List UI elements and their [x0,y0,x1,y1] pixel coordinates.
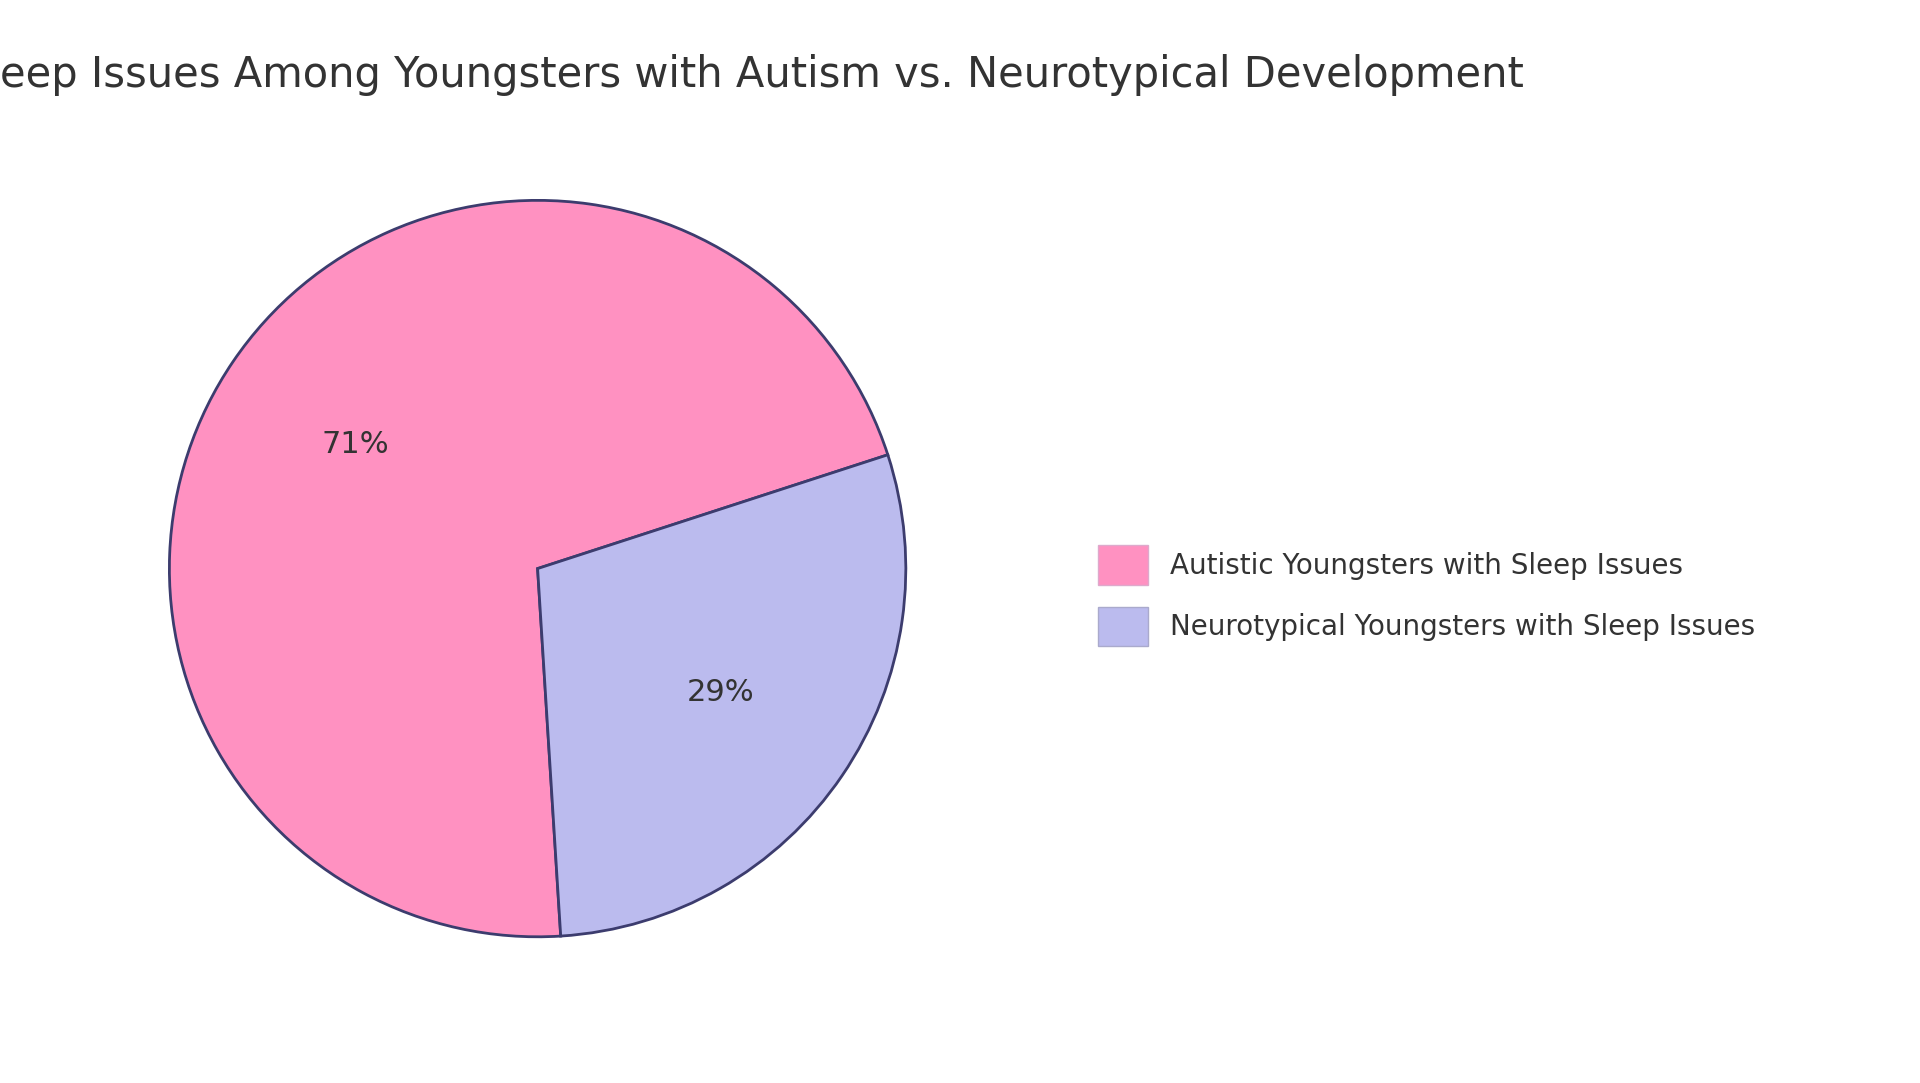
Text: 29%: 29% [687,678,755,707]
Wedge shape [169,200,887,937]
Text: 71%: 71% [321,430,388,459]
Wedge shape [538,455,906,936]
Legend: Autistic Youngsters with Sleep Issues, Neurotypical Youngsters with Sleep Issues: Autistic Youngsters with Sleep Issues, N… [1069,518,1784,674]
Text: Sleep Issues Among Youngsters with Autism vs. Neurotypical Development: Sleep Issues Among Youngsters with Autis… [0,54,1523,96]
